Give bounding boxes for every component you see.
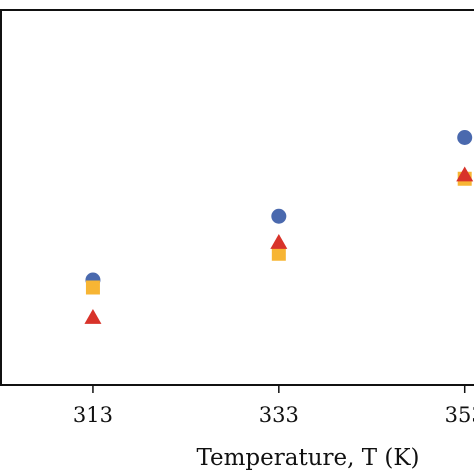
x-tick-label: 313 — [73, 403, 113, 427]
triangle-marker — [456, 166, 474, 182]
x-tick-label: 353 — [445, 403, 474, 427]
x-axis-ticks: 313 333 353 — [73, 385, 474, 427]
circle-marker — [271, 208, 287, 224]
data-points — [84, 130, 474, 324]
square-marker — [85, 280, 100, 295]
circle-marker — [457, 130, 473, 145]
triangle-marker — [270, 234, 288, 249]
triangle-marker — [84, 309, 102, 324]
x-tick-label: 333 — [259, 403, 299, 427]
x-axis-title: Temperature, T (K) — [196, 445, 419, 471]
plot-frame — [0, 9, 474, 386]
square-marker — [271, 246, 286, 261]
